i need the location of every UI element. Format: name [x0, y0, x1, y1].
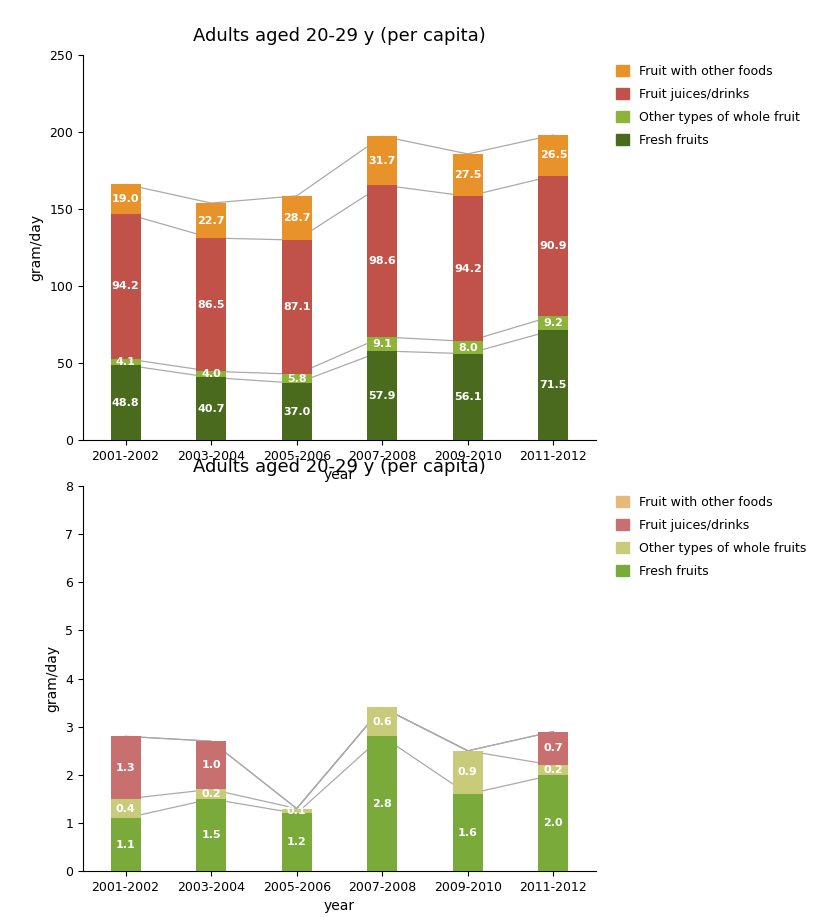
Text: 26.5: 26.5: [539, 150, 566, 160]
Bar: [538, 330, 567, 440]
Bar: [367, 708, 397, 736]
Bar: [452, 341, 482, 354]
Bar: [367, 185, 397, 337]
Bar: [281, 383, 311, 440]
Text: 0.2: 0.2: [543, 765, 562, 775]
Title: Adults aged 20-29 y (per capita): Adults aged 20-29 y (per capita): [193, 28, 485, 45]
Title: Adults aged 20-29 y (per capita): Adults aged 20-29 y (per capita): [193, 458, 485, 476]
Text: 1.5: 1.5: [201, 830, 221, 840]
Bar: [538, 775, 567, 871]
Text: 0.1: 0.1: [286, 806, 306, 816]
Text: 9.1: 9.1: [372, 339, 392, 349]
Bar: [111, 799, 141, 818]
Text: 19.0: 19.0: [112, 193, 139, 204]
Text: 8.0: 8.0: [457, 343, 477, 352]
Text: 2.0: 2.0: [543, 818, 562, 828]
Bar: [452, 354, 482, 440]
X-axis label: year: year: [323, 469, 355, 482]
Bar: [281, 240, 311, 374]
Text: 0.9: 0.9: [457, 768, 477, 778]
Text: 4.0: 4.0: [201, 370, 221, 380]
Text: 1.0: 1.0: [201, 760, 221, 770]
Text: 27.5: 27.5: [453, 171, 481, 180]
Text: 94.2: 94.2: [453, 264, 481, 274]
Text: 94.2: 94.2: [112, 282, 139, 291]
Bar: [111, 365, 141, 440]
Text: 98.6: 98.6: [368, 256, 395, 266]
Bar: [367, 736, 397, 871]
Text: 71.5: 71.5: [539, 380, 566, 390]
Text: 4.1: 4.1: [116, 357, 136, 367]
Text: 31.7: 31.7: [368, 156, 395, 166]
Text: 9.2: 9.2: [543, 318, 562, 328]
Bar: [281, 196, 311, 240]
X-axis label: year: year: [323, 900, 355, 913]
Bar: [538, 315, 567, 330]
Text: 40.7: 40.7: [197, 403, 225, 414]
Text: 22.7: 22.7: [197, 215, 225, 226]
Bar: [111, 359, 141, 365]
Bar: [196, 238, 226, 371]
Text: 0.2: 0.2: [201, 790, 221, 799]
Text: 87.1: 87.1: [283, 302, 310, 312]
Bar: [281, 813, 311, 871]
Bar: [196, 371, 226, 378]
Bar: [538, 732, 567, 765]
Text: 37.0: 37.0: [283, 406, 310, 416]
Bar: [111, 214, 141, 359]
Bar: [452, 196, 482, 341]
Bar: [367, 351, 397, 440]
Bar: [452, 751, 482, 794]
Bar: [538, 135, 567, 176]
Text: 1.3: 1.3: [116, 763, 136, 773]
Text: 28.7: 28.7: [283, 213, 310, 223]
Bar: [196, 203, 226, 238]
Text: 1.1: 1.1: [116, 840, 136, 850]
Text: 0.6: 0.6: [372, 717, 392, 727]
Bar: [281, 809, 311, 813]
Text: 2.8: 2.8: [372, 799, 392, 809]
Bar: [111, 736, 141, 799]
Text: 56.1: 56.1: [453, 392, 481, 402]
Bar: [111, 184, 141, 214]
Bar: [196, 741, 226, 790]
Bar: [452, 794, 482, 871]
Text: 1.2: 1.2: [286, 837, 306, 847]
Bar: [538, 176, 567, 315]
Text: 0.4: 0.4: [116, 803, 136, 813]
Y-axis label: gram/day: gram/day: [30, 214, 44, 282]
Bar: [196, 799, 226, 871]
Bar: [196, 790, 226, 799]
Legend: Fruit with other foods, Fruit juices/drinks, Other types of whole fruit, Fresh f: Fruit with other foods, Fruit juices/dri…: [612, 61, 802, 150]
Text: 86.5: 86.5: [197, 300, 225, 310]
Bar: [281, 374, 311, 383]
Bar: [111, 818, 141, 871]
Bar: [367, 137, 397, 185]
Legend: Fruit with other foods, Fruit juices/drinks, Other types of whole fruits, Fresh : Fruit with other foods, Fruit juices/dri…: [612, 492, 809, 581]
Bar: [367, 337, 397, 351]
Y-axis label: gram/day: gram/day: [45, 645, 60, 713]
Text: 48.8: 48.8: [112, 398, 139, 407]
Text: 1.6: 1.6: [457, 828, 477, 837]
Bar: [196, 378, 226, 440]
Bar: [452, 154, 482, 196]
Bar: [538, 765, 567, 775]
Text: 90.9: 90.9: [539, 241, 566, 251]
Text: 57.9: 57.9: [368, 391, 395, 401]
Text: 0.7: 0.7: [543, 744, 562, 754]
Text: 5.8: 5.8: [286, 374, 306, 383]
